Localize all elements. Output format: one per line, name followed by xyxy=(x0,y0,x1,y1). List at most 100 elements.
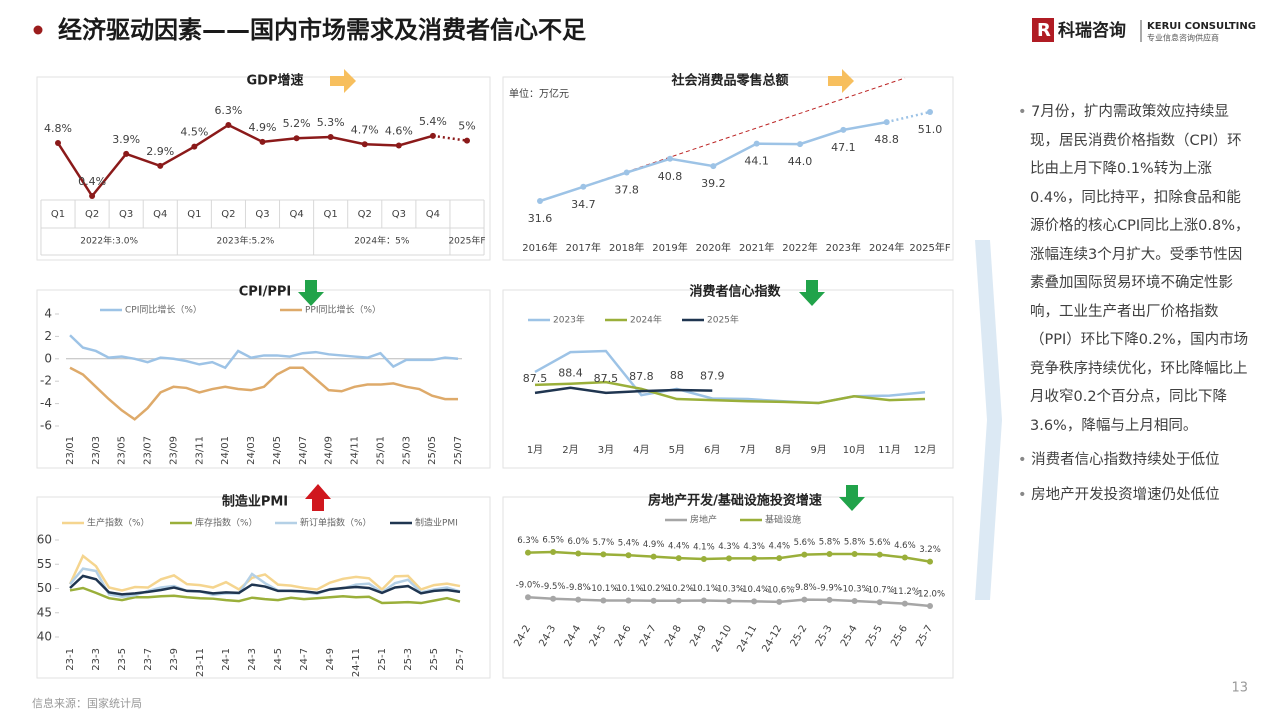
data-label: -10.1% xyxy=(689,584,719,594)
title-dot xyxy=(33,25,43,35)
data-label: 2.9% xyxy=(146,145,174,158)
x-tick-label: 25-7 xyxy=(914,624,935,649)
series-line xyxy=(534,386,713,395)
data-label: 4.3% xyxy=(743,542,765,552)
point xyxy=(826,596,833,603)
point xyxy=(123,150,130,157)
y-tick-label: 0 xyxy=(44,351,52,365)
x-tick-label: 23/03 xyxy=(91,436,102,465)
point xyxy=(883,119,890,126)
chart-title: CPI/PPI xyxy=(239,285,292,300)
chart-title: 社会消费品零售总额 xyxy=(670,73,788,89)
x-tick-label: 24-7 xyxy=(638,624,659,649)
x-tick-label: Q3 xyxy=(392,209,406,220)
x-tick-label: 23-11 xyxy=(195,648,206,677)
point xyxy=(550,549,557,555)
y-tick-label: 2 xyxy=(44,329,52,343)
logo-sub: 专业信息咨询供应商 xyxy=(1147,33,1219,43)
x-tick-label: Q4 xyxy=(153,209,167,220)
point xyxy=(751,598,758,605)
x-tick-label: 4月 xyxy=(633,444,649,456)
unit-label: 单位：万亿元 xyxy=(509,87,569,100)
point xyxy=(797,141,803,148)
data-label: 4.8% xyxy=(44,122,72,135)
data-label: 3.9% xyxy=(112,133,140,146)
legend-label: 基础设施 xyxy=(765,514,801,526)
chart-title: GDP增速 xyxy=(247,73,304,89)
data-label: -10.6% xyxy=(764,585,794,595)
data-label: 4.6% xyxy=(385,124,413,137)
x-tick-label: 24-9 xyxy=(688,624,709,649)
data-label: -10.1% xyxy=(588,584,618,594)
bullet: 消费者信心指数持续处于低位 xyxy=(1018,446,1250,475)
x-tick-label: 25-7 xyxy=(455,648,466,671)
group-label: 2025年F xyxy=(448,235,485,247)
trend-arrow xyxy=(839,485,865,511)
legend-label: 房地产 xyxy=(690,514,717,526)
point xyxy=(700,556,707,563)
x-tick-label: Q3 xyxy=(119,209,133,220)
x-tick-label: 23/01 xyxy=(65,436,76,465)
series-line xyxy=(68,554,461,592)
x-tick-label: Q2 xyxy=(85,209,99,220)
x-tick-label: Q3 xyxy=(255,209,269,220)
data-label: 44.0 xyxy=(788,155,813,168)
x-tick-label: 2020年 xyxy=(696,241,731,254)
data-label: 4.4% xyxy=(668,542,690,552)
data-label: 37.8 xyxy=(614,184,639,197)
data-label: 4.9% xyxy=(249,121,277,134)
x-tick-label: 24/07 xyxy=(298,436,309,465)
trend-arrow xyxy=(298,280,324,306)
point xyxy=(625,597,632,604)
data-label: 6.5% xyxy=(542,536,564,546)
logo-en: KERUI CONSULTING xyxy=(1147,21,1256,32)
legend-label: 2023年 xyxy=(553,314,585,326)
point xyxy=(650,597,657,604)
forecast-line xyxy=(432,134,468,142)
point xyxy=(851,551,858,558)
x-tick-label: 23/07 xyxy=(143,436,154,465)
x-tick-label: Q2 xyxy=(358,209,372,220)
data-label: 5.4% xyxy=(618,539,640,549)
point xyxy=(851,598,858,605)
x-tick-label: 25/07 xyxy=(453,436,464,465)
x-tick-label: 25-4 xyxy=(839,624,860,649)
point xyxy=(580,183,587,190)
data-label: 87.5 xyxy=(594,372,619,385)
data-label: 48.8 xyxy=(874,133,899,146)
x-tick-label: 2017年 xyxy=(566,241,601,254)
logo-icon-letter: R xyxy=(1037,20,1051,41)
point xyxy=(927,603,933,609)
data-label: -10.3% xyxy=(840,585,870,595)
trend-arrow xyxy=(799,280,825,306)
sidebar: 7月份，扩内需政策效应持续显现，居民消费价格指数（CPI）环比由上月下降0.1%… xyxy=(1018,98,1250,515)
x-tick-label: 2018年 xyxy=(609,241,644,254)
data-label: 34.7 xyxy=(571,198,596,211)
data-label: -9.8% xyxy=(792,583,817,593)
x-tick-label: 11月 xyxy=(878,444,901,456)
point xyxy=(801,551,808,558)
panel xyxy=(36,289,491,469)
data-label: -10.3% xyxy=(714,585,744,595)
x-tick-label: 24/05 xyxy=(272,436,283,465)
point xyxy=(225,122,232,128)
legend-label: 新订单指数（%） xyxy=(300,517,372,529)
x-tick-label: 12月 xyxy=(914,444,937,456)
point xyxy=(361,141,368,148)
point xyxy=(876,599,883,606)
series-line xyxy=(69,334,459,370)
data-label: 5.8% xyxy=(819,538,841,548)
series-line xyxy=(534,380,926,405)
x-tick-label: 25-1 xyxy=(377,648,388,671)
point xyxy=(751,555,758,562)
point xyxy=(726,555,732,562)
group-label: 2022年:3.0% xyxy=(80,235,138,247)
data-label: 88 xyxy=(670,369,684,382)
x-tick-label: 3月 xyxy=(598,444,614,456)
x-tick-label: 24-3 xyxy=(247,648,258,671)
data-label: 44.1 xyxy=(744,155,769,168)
data-label: -10.2% xyxy=(639,584,669,594)
x-tick-label: 23-9 xyxy=(169,648,180,671)
x-tick-label: 2016年 xyxy=(522,241,557,254)
point xyxy=(550,595,557,602)
